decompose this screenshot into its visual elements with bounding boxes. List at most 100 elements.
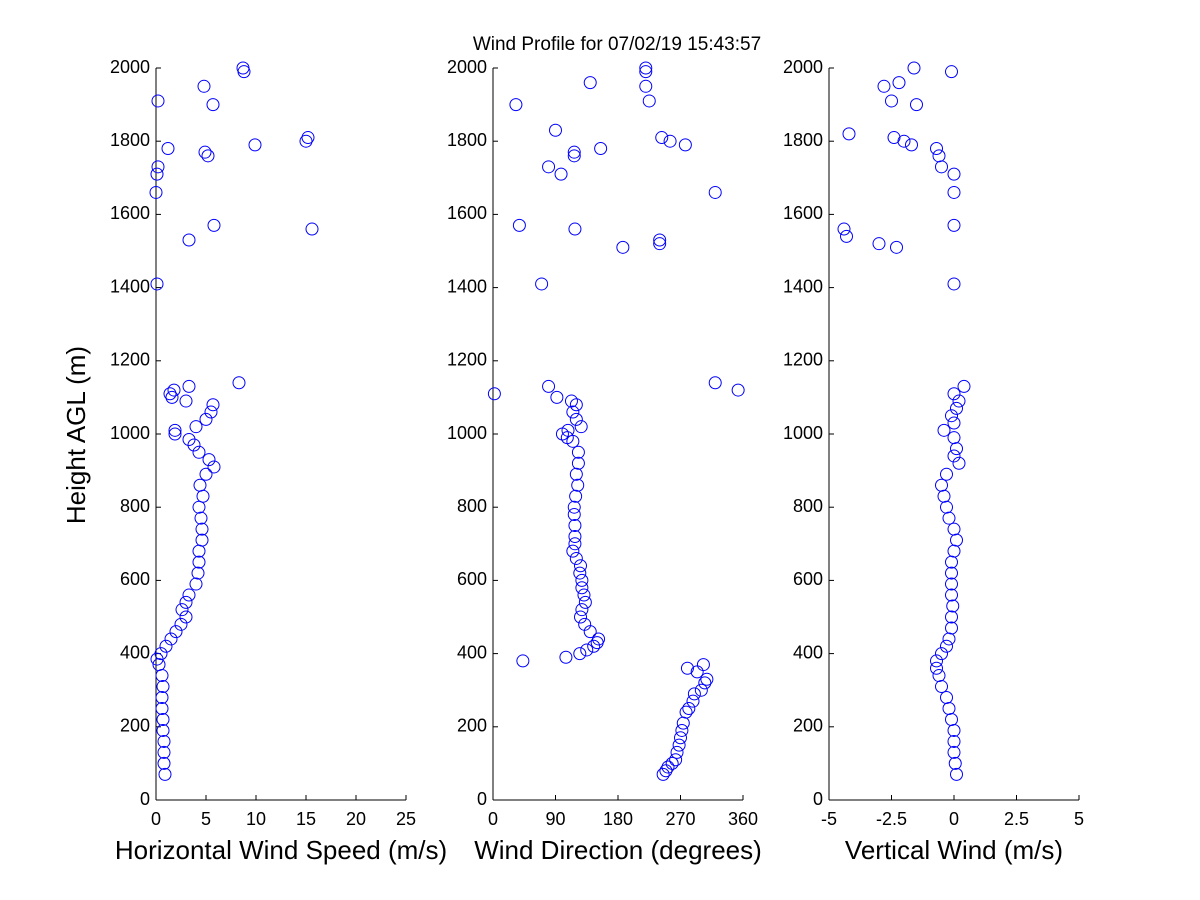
data-point — [946, 599, 960, 613]
data-point — [161, 142, 175, 156]
x-tick-label: 15 — [296, 809, 316, 829]
y-tick-label: 800 — [793, 496, 823, 516]
y-tick-label: 600 — [457, 569, 487, 589]
data-point — [571, 445, 585, 459]
x-tick-label: -2.5 — [876, 809, 907, 829]
data-point — [199, 467, 213, 481]
data-point — [945, 621, 958, 635]
data-point — [168, 427, 182, 441]
data-point — [569, 398, 583, 412]
y-tick-label: 600 — [120, 569, 150, 589]
data-point — [930, 654, 943, 668]
data-point — [232, 376, 246, 390]
y-tick-label: 1400 — [447, 276, 487, 296]
x-axis-label: Wind Direction (degrees) — [474, 835, 762, 865]
y-tick-label: 600 — [793, 569, 823, 589]
data-point — [842, 127, 856, 141]
data-point — [564, 394, 578, 408]
x-tick-label: 180 — [603, 809, 633, 829]
data-point — [594, 142, 608, 156]
data-point — [182, 432, 196, 446]
data-point — [150, 277, 164, 291]
data-point — [708, 185, 722, 199]
data-point — [930, 661, 943, 675]
data-point — [248, 138, 262, 152]
data-point — [639, 65, 653, 79]
data-point — [156, 680, 170, 694]
data-point — [592, 632, 606, 646]
x-tick-label: 2.5 — [1004, 809, 1029, 829]
data-point — [573, 647, 587, 661]
data-point — [947, 449, 961, 463]
data-point — [182, 233, 196, 247]
data-point — [149, 185, 163, 199]
x-tick-label: 20 — [346, 809, 366, 829]
data-point — [559, 650, 573, 664]
data-point — [937, 423, 951, 437]
data-point — [700, 672, 714, 686]
x-tick-label: -5 — [821, 809, 837, 829]
x-tick-label: 0 — [151, 809, 161, 829]
data-point — [202, 453, 216, 467]
data-point — [957, 379, 971, 393]
y-tick-label: 1000 — [447, 423, 487, 443]
data-point — [182, 379, 196, 393]
data-point — [299, 134, 313, 148]
y-tick-label: 1600 — [783, 203, 823, 223]
y-tick-label: 400 — [120, 642, 150, 662]
y-tick-label: 800 — [457, 496, 487, 516]
data-point — [567, 145, 581, 159]
data-point — [157, 756, 171, 770]
y-tick-label: 1800 — [110, 130, 150, 150]
data-point — [569, 489, 583, 503]
data-point — [887, 131, 901, 145]
data-point — [947, 416, 961, 430]
data-point — [678, 138, 692, 152]
data-point — [907, 61, 921, 75]
data-point — [947, 431, 961, 445]
data-point — [573, 566, 587, 580]
x-tick-label: 90 — [545, 809, 565, 829]
y-tick-label: 400 — [457, 642, 487, 662]
data-point — [952, 394, 966, 408]
data-point — [542, 379, 556, 393]
data-point — [940, 639, 953, 653]
data-point — [542, 160, 556, 174]
data-point — [550, 390, 564, 404]
data-point — [199, 412, 213, 426]
data-point — [575, 573, 589, 587]
y-axis-label: Height AGL (m) — [61, 346, 91, 524]
data-point — [680, 661, 694, 675]
data-point — [574, 559, 587, 573]
data-point — [207, 460, 221, 474]
data-point — [578, 595, 592, 609]
data-point — [575, 603, 589, 617]
data-point — [669, 753, 683, 767]
y-tick-label: 1000 — [783, 423, 823, 443]
data-point — [837, 222, 851, 236]
data-point — [950, 401, 963, 415]
data-point — [567, 149, 581, 163]
data-point — [872, 237, 886, 251]
data-point — [175, 603, 189, 617]
data-point — [197, 79, 211, 93]
x-axis-label: Horizontal Wind Speed (m/s) — [115, 835, 447, 865]
data-point — [151, 160, 165, 174]
data-point — [935, 478, 948, 492]
data-point — [512, 218, 526, 232]
data-point — [156, 712, 170, 726]
data-point — [580, 643, 594, 657]
data-point — [587, 639, 601, 653]
data-point — [947, 745, 961, 759]
data-point — [163, 387, 177, 401]
data-point — [945, 566, 958, 580]
data-point — [301, 131, 315, 145]
data-point — [947, 218, 961, 232]
data-point — [947, 734, 961, 748]
data-point — [167, 383, 181, 397]
data-point — [179, 595, 193, 609]
data-point — [877, 79, 891, 93]
data-point — [945, 409, 958, 423]
data-point — [616, 240, 630, 254]
data-point — [952, 456, 966, 470]
